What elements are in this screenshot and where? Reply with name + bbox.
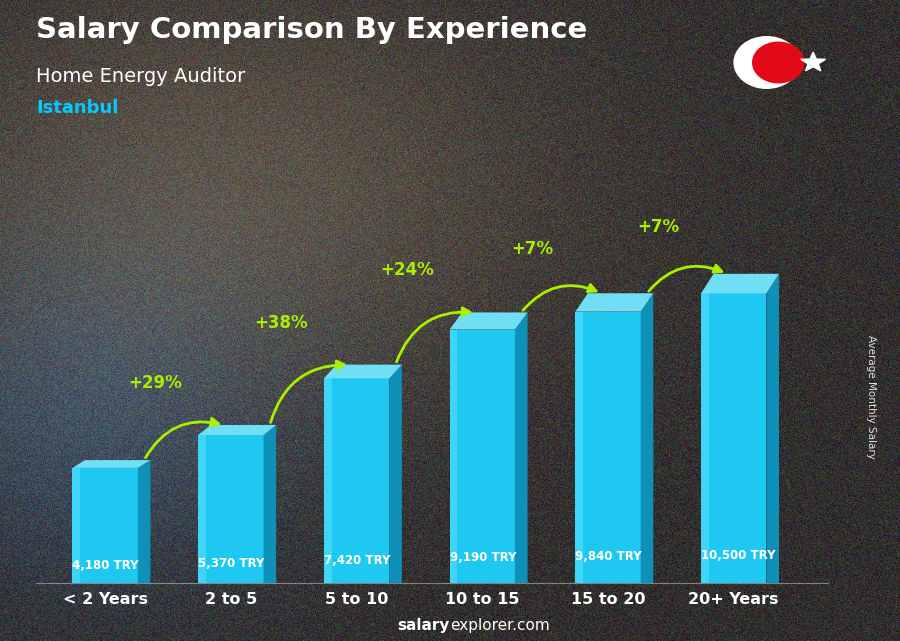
Bar (701, 294, 767, 583)
Text: Salary Comparison By Experience: Salary Comparison By Experience (36, 16, 587, 44)
Bar (198, 435, 206, 583)
Text: +7%: +7% (511, 240, 554, 258)
Text: Average Monthly Salary: Average Monthly Salary (866, 335, 877, 460)
Text: +29%: +29% (129, 374, 183, 392)
Text: Istanbul: Istanbul (36, 99, 119, 117)
Text: explorer.com: explorer.com (450, 619, 550, 633)
Bar (73, 468, 80, 583)
Bar (73, 468, 138, 583)
Text: +24%: +24% (380, 262, 434, 279)
Text: +7%: +7% (637, 218, 680, 236)
Polygon shape (73, 460, 150, 468)
Polygon shape (264, 425, 276, 583)
Text: 5,370 TRY: 5,370 TRY (198, 557, 265, 570)
Text: 4,180 TRY: 4,180 TRY (73, 559, 139, 572)
Polygon shape (390, 365, 401, 583)
Text: 9,190 TRY: 9,190 TRY (450, 551, 516, 564)
Polygon shape (641, 294, 653, 583)
Polygon shape (450, 312, 527, 329)
Polygon shape (575, 294, 653, 312)
Text: Home Energy Auditor: Home Energy Auditor (36, 67, 245, 87)
Bar (450, 329, 515, 583)
Bar (575, 312, 583, 583)
Bar (324, 378, 332, 583)
Polygon shape (801, 52, 825, 71)
Bar (450, 329, 457, 583)
Polygon shape (701, 274, 779, 294)
Bar (198, 435, 264, 583)
Polygon shape (324, 365, 401, 378)
Text: +38%: +38% (255, 313, 308, 332)
Bar (701, 294, 709, 583)
Bar (324, 378, 390, 583)
Polygon shape (198, 425, 276, 435)
Polygon shape (515, 312, 527, 583)
Text: 7,420 TRY: 7,420 TRY (324, 554, 391, 567)
Text: 10,500 TRY: 10,500 TRY (701, 549, 776, 562)
Circle shape (752, 42, 804, 83)
Polygon shape (767, 274, 779, 583)
Bar (575, 312, 641, 583)
Text: 9,840 TRY: 9,840 TRY (575, 550, 642, 563)
Text: salary: salary (398, 619, 450, 633)
Circle shape (734, 37, 799, 88)
Polygon shape (138, 460, 150, 583)
